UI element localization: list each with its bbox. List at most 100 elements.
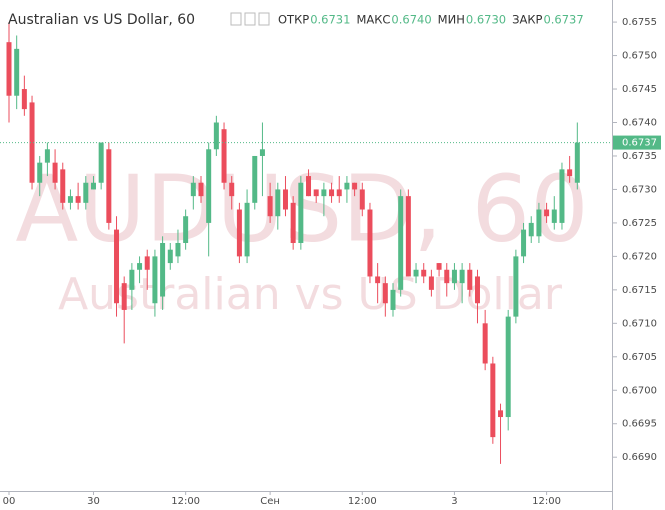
candle-body	[175, 242, 181, 257]
candle-body	[421, 269, 427, 277]
candle-body	[290, 202, 296, 243]
candle-body	[375, 276, 381, 284]
candle-body	[221, 129, 227, 183]
candle-body	[37, 162, 43, 183]
candle-body	[298, 182, 304, 243]
x-tick-label: 00	[3, 496, 16, 507]
y-tick-label: 0.6695	[622, 419, 657, 430]
candle-body	[405, 196, 411, 277]
candle-body	[83, 182, 89, 203]
candle-body	[137, 263, 143, 270]
candle-body	[60, 169, 66, 203]
x-tick-label: 30	[87, 496, 100, 507]
candle-body	[398, 196, 404, 290]
last-price-label: 0.6737	[622, 138, 657, 149]
candle-body	[551, 209, 557, 223]
candle-body	[75, 196, 81, 203]
ohlc-value: 0.6731	[310, 13, 350, 27]
last-price-tag	[613, 135, 661, 150]
candle-body	[459, 269, 465, 284]
candle-body	[329, 189, 335, 197]
candle-body	[544, 209, 550, 217]
candle-body	[528, 222, 534, 237]
icon[interactable]	[258, 12, 270, 26]
x-tick-label: 12:00	[532, 496, 561, 507]
header: Australian vs US Dollar, 60 ОТКР 0.6731 МА…	[8, 12, 584, 28]
candle-body	[183, 216, 189, 243]
candle-body	[390, 289, 396, 310]
candle-body	[482, 323, 488, 364]
candle-body	[259, 149, 265, 156]
candle-body	[160, 242, 166, 297]
candle-body	[513, 256, 519, 317]
candle-body	[536, 209, 542, 237]
candle-body	[121, 283, 127, 310]
y-tick-label: 0.6710	[622, 318, 657, 329]
candle-body	[490, 363, 496, 438]
y-tick-label: 0.6705	[622, 352, 657, 363]
candle-body	[144, 256, 150, 270]
candle-body	[498, 410, 504, 418]
candle-body	[44, 149, 50, 163]
y-tick-label: 0.6725	[622, 218, 657, 229]
y-tick-label: 0.6745	[622, 84, 657, 95]
candle-body	[206, 149, 212, 223]
candle-body	[467, 269, 473, 290]
candle-body	[167, 249, 173, 264]
candle-body	[67, 196, 73, 203]
candle-body	[106, 149, 112, 223]
candle-body	[21, 89, 27, 110]
candle-body	[152, 256, 158, 304]
x-tick-label: 12:00	[171, 496, 200, 507]
candle-body	[436, 263, 442, 270]
y-tick-label: 0.6690	[622, 452, 657, 463]
plot	[6, 22, 580, 464]
candle-body	[275, 189, 281, 217]
candle-body	[267, 196, 273, 217]
ohlc-value: 0.6730	[466, 13, 506, 27]
candle-body	[252, 155, 258, 203]
candle-body	[90, 182, 96, 190]
candle-body	[213, 122, 219, 150]
candle-body	[505, 316, 511, 418]
candle-body	[306, 176, 312, 197]
chart-title: Australian vs US Dollar, 60	[8, 12, 195, 28]
y-tick-label: 0.6730	[622, 184, 657, 195]
y-tick-label: 0.6715	[622, 285, 657, 296]
candle-body	[359, 189, 365, 210]
candle-body	[114, 229, 120, 304]
candle-body	[559, 169, 565, 223]
candle-body	[52, 162, 58, 183]
icon[interactable]	[230, 12, 242, 26]
x-tick-label: 3	[451, 496, 457, 507]
candle-body	[282, 189, 288, 210]
candle-body	[567, 169, 573, 177]
y-tick-label: 0.6735	[622, 151, 657, 162]
y-tick-label: 0.6750	[622, 51, 657, 62]
candle-body	[336, 189, 342, 197]
candle-body	[451, 269, 457, 284]
ohlc-label: МИН	[438, 13, 465, 27]
ohlc-value: 0.6740	[391, 13, 431, 27]
candle-body	[229, 182, 235, 197]
candle-body	[190, 182, 196, 197]
candle-body	[236, 209, 242, 257]
candle-body	[382, 283, 388, 304]
candle-body	[313, 189, 319, 197]
candle-body	[98, 142, 104, 183]
y-tick-label: 0.6720	[622, 251, 657, 262]
icon[interactable]	[244, 12, 256, 26]
candle-body	[129, 269, 135, 290]
candle-body	[574, 142, 580, 183]
y-tick-label: 0.6755	[622, 17, 657, 28]
candle-body	[344, 182, 350, 190]
x-tick-label: 12:00	[348, 496, 377, 507]
candle-body	[352, 182, 358, 190]
candle-body	[6, 42, 12, 96]
candle-body	[428, 276, 434, 290]
ohlc-label: МАКС	[356, 13, 390, 27]
candle-body	[198, 182, 204, 197]
candle-body	[29, 102, 35, 183]
ohlc-label: ОТКР	[278, 13, 309, 27]
